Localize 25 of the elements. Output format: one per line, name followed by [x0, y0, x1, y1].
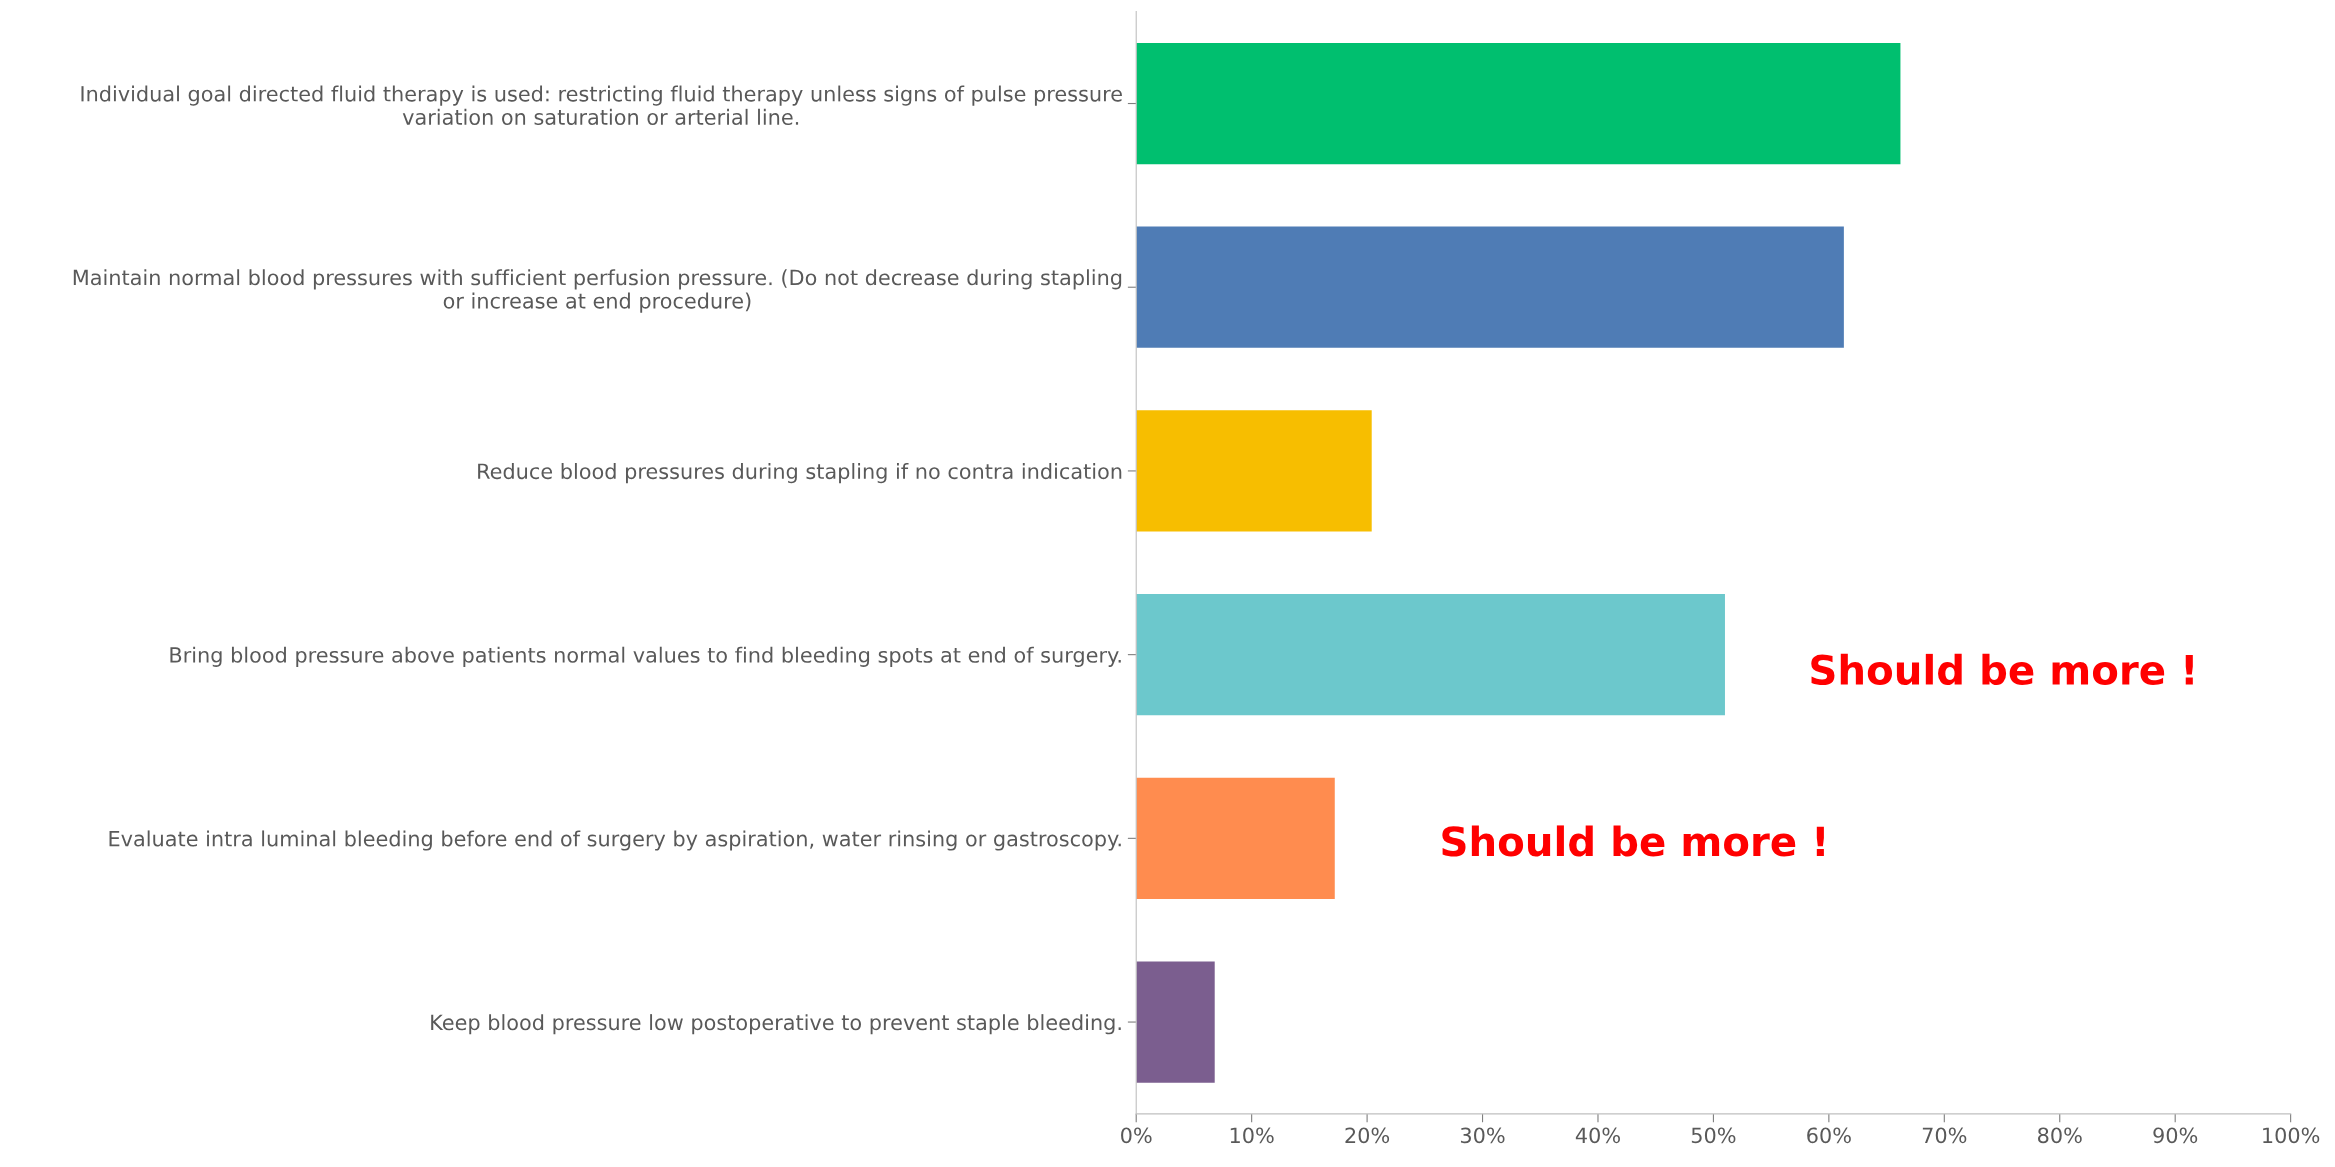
annotation: Should be more !: [1811, 653, 2193, 686]
x-tick-label: 40%: [1575, 1127, 1620, 1144]
bar: [1136, 594, 1725, 716]
x-tick-label: 50%: [1691, 1127, 1736, 1144]
y-tick-label: Maintain normal blood pressures with sufficient perfusion pressure. (Do not decrease during stapling or increase at end procedure): [73, 269, 1122, 313]
x-tick-label: 10%: [1230, 1127, 1274, 1144]
x-tick-label: 80%: [2038, 1127, 2082, 1144]
bar: [1136, 961, 1215, 1083]
x-tick-label: 0%: [1121, 1127, 1152, 1144]
x-tick-label: 100%: [2263, 1127, 2320, 1144]
x-tick-label: 90%: [2153, 1127, 2198, 1144]
y-tick-label: Bring blood pressure above patients normal values to find bleeding spots at end of surgery.: [170, 646, 1121, 667]
y-tick-label: Keep blood pressure low postoperative to prevent staple bleeding.: [431, 1014, 1121, 1035]
x-tick-label: 60%: [1807, 1127, 1851, 1144]
x-tick-label: 70%: [1922, 1127, 1967, 1144]
bar: [1136, 226, 1844, 348]
x-tick-label: 30%: [1460, 1127, 1505, 1144]
x-tick-label: 20%: [1345, 1127, 1390, 1144]
bar: [1136, 42, 1901, 165]
bar: [1136, 410, 1372, 532]
bar: [1136, 777, 1335, 899]
annotation: Should be more !: [1442, 825, 1824, 857]
y-tick-label: Evaluate intra luminal bleeding before end of surgery by aspiration, water rinsing or gastroscopy.: [109, 830, 1121, 851]
y-tick-label: Reduce blood pressures during stapling if no contra indication: [478, 463, 1122, 484]
y-tick-label: Individual goal directed fluid therapy is used: restricting fluid therapy unless signs of pulse pressure variation on saturation or arterial line.: [81, 85, 1122, 125]
